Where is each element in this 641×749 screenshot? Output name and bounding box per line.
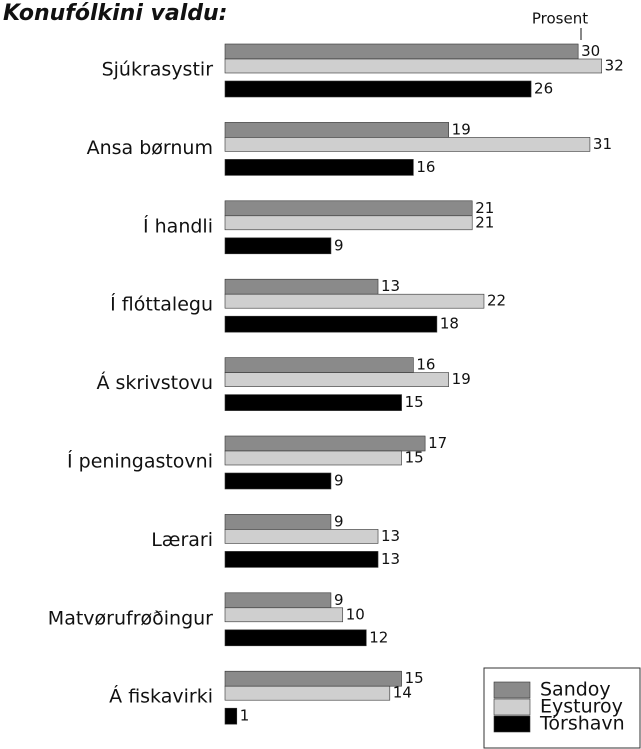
value-label: 9 <box>334 236 344 254</box>
value-label: 15 <box>405 393 424 411</box>
category-label: Sjúkrasystir <box>102 59 214 81</box>
value-label: 13 <box>381 277 400 295</box>
legend-label: Sandoy <box>540 679 611 701</box>
bar <box>224 472 332 490</box>
category-label: Ansa børnum <box>87 137 213 159</box>
value-label: 15 <box>405 449 424 467</box>
value-label: 9 <box>334 512 344 530</box>
category-label: Í flóttalegu <box>110 293 213 316</box>
value-label: 21 <box>475 213 494 231</box>
bar <box>224 514 332 530</box>
chart-title: Konufólkini valdu: <box>3 1 227 26</box>
bar <box>224 122 449 138</box>
legend-swatch <box>493 715 531 733</box>
bar <box>224 670 402 687</box>
bar <box>224 278 379 295</box>
bar <box>224 372 449 387</box>
value-label: 17 <box>428 434 447 452</box>
category-label: Lærari <box>151 529 213 551</box>
bar <box>224 551 379 568</box>
value-label: 18 <box>440 315 459 333</box>
bar <box>224 137 591 152</box>
bar <box>224 80 532 98</box>
bar <box>224 435 426 452</box>
value-label: 14 <box>393 684 412 702</box>
bar <box>224 529 379 544</box>
value-label: 10 <box>346 605 365 623</box>
value-label: 19 <box>452 370 471 388</box>
category-label: Á skrivstovu <box>96 371 213 394</box>
value-label: 31 <box>593 135 612 153</box>
category-label: Matvørufrøðingur <box>48 607 213 629</box>
value-label: 1 <box>240 707 250 725</box>
category-label: Í handli <box>143 214 213 237</box>
bar <box>224 707 238 725</box>
bar <box>224 237 332 255</box>
category-label: Í peningastovni <box>67 450 213 473</box>
legend-swatch <box>493 698 531 716</box>
value-label: 16 <box>416 356 435 374</box>
category-label: Á fiskavirki <box>109 685 213 708</box>
value-label: 15 <box>405 669 424 687</box>
value-label: 9 <box>334 472 344 490</box>
legend-swatch <box>493 681 531 699</box>
value-label: 12 <box>369 628 388 646</box>
value-label: 26 <box>534 80 553 98</box>
bar <box>224 159 414 176</box>
value-label: 32 <box>605 57 624 75</box>
bar <box>224 629 367 647</box>
bar <box>224 357 414 373</box>
bar <box>224 607 344 623</box>
legend-label: Tórshavn <box>539 713 625 735</box>
bar <box>224 200 473 217</box>
bar <box>224 315 438 333</box>
unit-label: Prosent <box>532 10 588 28</box>
bar <box>224 394 402 411</box>
bar <box>224 43 579 60</box>
value-label: 21 <box>475 199 494 217</box>
bar <box>224 592 332 609</box>
bar <box>224 215 473 231</box>
bar <box>224 450 402 466</box>
value-label: 22 <box>487 292 506 310</box>
value-label: 30 <box>581 42 600 60</box>
value-label: 13 <box>381 527 400 545</box>
value-label: 13 <box>381 550 400 568</box>
value-label: 16 <box>416 158 435 176</box>
bar <box>224 685 391 701</box>
value-label: 19 <box>452 120 471 138</box>
value-label: 9 <box>334 591 344 609</box>
legend-label: Eysturoy <box>540 696 623 718</box>
bar <box>224 293 485 309</box>
bar <box>224 58 602 74</box>
